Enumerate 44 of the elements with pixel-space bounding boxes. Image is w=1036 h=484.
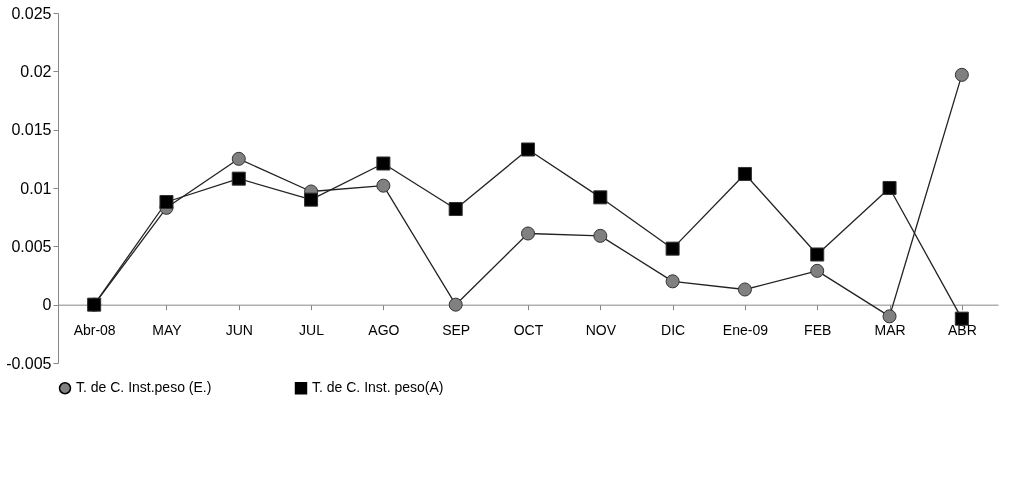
x-tick-label: JUL [299,322,325,339]
point [737,166,752,182]
y-tick-label: 0.02 [20,62,52,80]
x-tick-label: ABR [947,322,977,339]
point [954,67,969,82]
point [448,201,463,217]
x-tick-label: MAY [152,322,183,339]
point [376,156,391,171]
point [520,142,536,157]
point [304,192,319,207]
x-tick-label: Abr-08 [73,322,116,339]
x-tick-label: Ene-09 [722,322,769,339]
legend-label: T. de C. Inst.peso (E.) [76,379,212,396]
y-tick-label: 0.015 [11,121,52,139]
x-tick-label: MAR [874,322,906,339]
y-tick-label: 0.005 [11,237,52,255]
legend-label: T. de C. Inst. peso(A) [312,379,444,396]
x-tick-label: NOV [585,322,617,339]
x-tick-label: FEB [804,322,832,339]
point [520,226,536,241]
y-tick-label: 0 [42,296,52,314]
point [231,171,246,186]
point [954,311,969,326]
x-tick-label: SEP [442,322,471,339]
point [882,309,897,324]
x-tick-label: DIC [661,322,686,339]
point [737,282,752,297]
point [231,151,246,166]
x-tick-label: AGO [368,322,400,339]
y-tick-label: 0.01 [20,179,52,197]
point [159,194,174,210]
point [810,247,825,262]
point [665,274,680,289]
point [810,263,825,278]
x-tick-label: OCT [513,322,544,339]
point [593,190,608,205]
point [593,228,608,243]
point [882,180,897,196]
y-tick-label: 0.025 [11,4,52,22]
point [448,297,463,312]
y-tick-label: -0.005 [6,354,52,372]
point [376,178,391,193]
point [665,241,680,256]
x-tick-label: JUN [225,322,253,339]
